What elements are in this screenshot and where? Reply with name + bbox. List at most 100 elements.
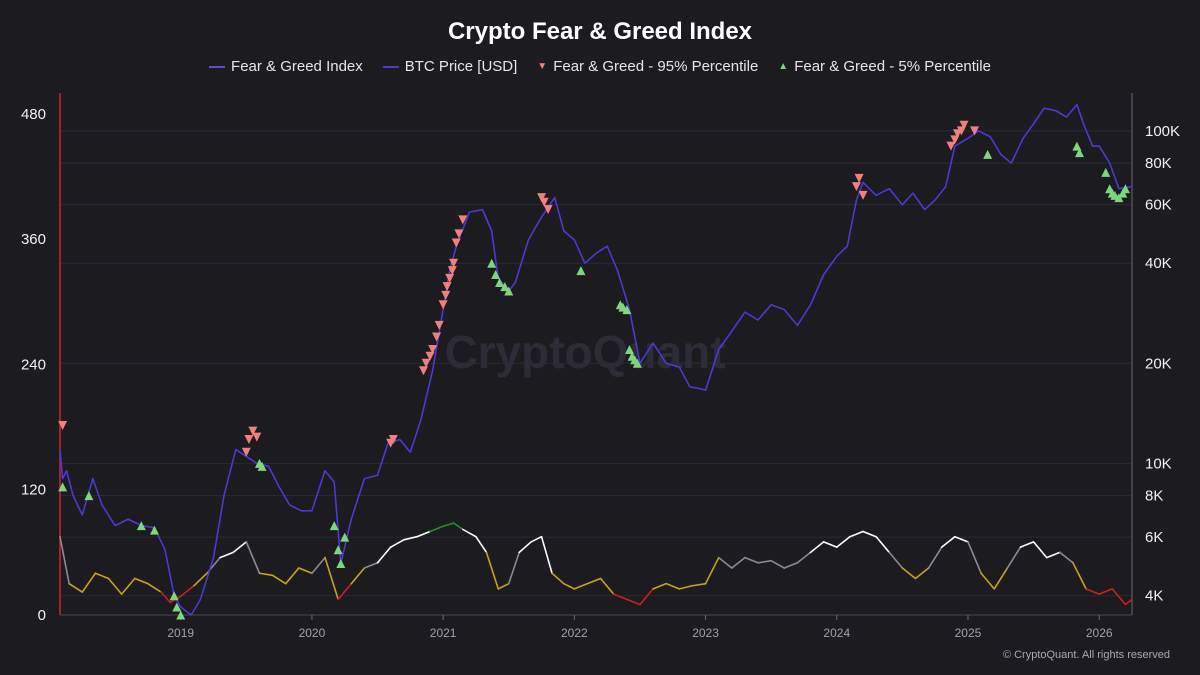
triangle-down-icon: ▼ — [537, 60, 548, 72]
marker-95-percentile — [445, 273, 455, 283]
fear-greed-segment — [875, 535, 891, 554]
marker-5-percentile — [169, 591, 179, 601]
fear-greed-segment — [1124, 598, 1133, 606]
fear-greed-segment — [59, 535, 70, 585]
y-right-tick-label: 40K — [1145, 255, 1172, 272]
fear-greed-segment — [612, 593, 628, 601]
marker-5-percentile — [340, 532, 350, 542]
fear-greed-segment — [232, 541, 248, 554]
btc-price-line — [59, 103, 1133, 616]
marker-5-percentile — [500, 282, 510, 292]
legend-item-5-percentile[interactable]: ▲ Fear & Greed - 5% Percentile — [778, 58, 991, 75]
marker-5-percentile — [136, 521, 146, 531]
fear-greed-segment — [363, 561, 379, 569]
fear-greed-segment — [518, 541, 532, 554]
fear-greed-segment — [68, 582, 84, 593]
legend-line-icon — [209, 65, 226, 68]
marker-5-percentile — [576, 266, 586, 276]
fear-greed-segment — [507, 551, 521, 585]
marker-95-percentile — [438, 300, 448, 310]
triangle-up-icon: ▲ — [778, 60, 789, 72]
fear-greed-segment — [586, 577, 602, 585]
y-right-tick-label: 60K — [1145, 197, 1172, 214]
fear-greed-segment — [1085, 588, 1100, 595]
chart-title: Crypto Fear & Greed Index — [447, 18, 753, 45]
marker-95-percentile — [447, 266, 457, 276]
fear-greed-segment — [147, 582, 162, 593]
fear-greed-segment — [993, 567, 1009, 590]
y-right-tick-label: 80K — [1145, 155, 1172, 172]
chart-legend: Fear & Greed Index BTC Price [USD] ▼ Fea… — [0, 58, 1200, 75]
fear-greed-segment — [1019, 541, 1035, 548]
marker-95-percentile — [388, 434, 398, 444]
btc-price-polyline — [59, 103, 1133, 616]
fear-greed-segment — [1032, 541, 1048, 559]
fear-greed-segment — [914, 567, 930, 580]
y-right-tick-label: 10K — [1145, 455, 1172, 472]
fear-greed-segment — [796, 551, 812, 564]
fear-greed-segment — [1045, 551, 1061, 559]
copyright-text: © CryptoQuant. All rights reserved — [1002, 649, 1170, 661]
fear-greed-segment — [452, 522, 464, 531]
marker-5-percentile — [983, 149, 993, 159]
fear-greed-segment — [599, 577, 615, 595]
fear-greed-segment — [770, 559, 786, 569]
fear-greed-segment — [1098, 588, 1114, 595]
fear-greed-segment — [652, 582, 667, 590]
marker-5-percentile — [1072, 141, 1082, 151]
fear-greed-segment — [179, 584, 195, 598]
marker-5-percentile — [333, 545, 343, 555]
fear-greed-segment — [954, 535, 969, 543]
legend-item-fear-greed-index[interactable]: Fear & Greed Index — [209, 58, 363, 75]
fear-greed-segment — [862, 530, 877, 538]
marker-95-percentile — [539, 197, 549, 207]
fear-greed-segment — [245, 541, 261, 575]
legend-item-95-percentile[interactable]: ▼ Fear & Greed - 95% Percentile — [537, 58, 758, 75]
fear-greed-segment — [475, 535, 488, 554]
marker-95-percentile — [441, 290, 451, 300]
marker-95-percentile — [854, 173, 864, 183]
marker-5-percentile — [329, 521, 339, 531]
marker-95-percentile — [858, 190, 868, 200]
fear-greed-segment — [193, 572, 208, 587]
marker-95-percentile — [442, 282, 452, 292]
grid-lines — [60, 130, 1132, 597]
fear-greed-segment — [94, 572, 110, 580]
marker-95-percentile — [449, 258, 459, 268]
marker-5-percentile — [491, 269, 501, 279]
fear-greed-segment — [626, 598, 641, 606]
marker-95-percentile — [434, 320, 444, 330]
marker-5-percentile — [336, 558, 346, 568]
legend-label: Fear & Greed - 95% Percentile — [553, 58, 759, 75]
fear-greed-line — [59, 522, 1133, 606]
fear-greed-segment — [1072, 561, 1087, 590]
fear-greed-segment — [160, 591, 172, 604]
fear-greed-segment — [822, 541, 838, 548]
fear-greed-segment — [530, 535, 543, 543]
x-tick-label: 2020 — [299, 626, 326, 640]
marker-5-percentile — [172, 602, 182, 612]
fear-greed-segment — [551, 572, 565, 585]
fear-greed-segment — [497, 582, 510, 590]
fear-greed-segment — [540, 535, 553, 575]
y-right-tick-label: 100K — [1145, 123, 1180, 140]
marker-95-percentile — [458, 215, 468, 225]
fear-greed-segment — [462, 528, 477, 538]
fear-greed-segment — [573, 582, 589, 590]
fear-greed-segment — [271, 574, 287, 585]
y-right-tick-label: 20K — [1145, 355, 1172, 372]
fear-greed-segment — [324, 556, 339, 601]
fear-greed-segment — [1059, 551, 1074, 564]
marker-5-percentile — [624, 345, 634, 355]
marker-5-percentile — [1101, 167, 1111, 177]
fear-greed-segment — [717, 556, 733, 569]
y-right-tick-label: 4K — [1145, 588, 1163, 605]
marker-95-percentile — [454, 229, 464, 239]
fear-greed-segment — [665, 582, 681, 590]
legend-item-btc-price[interactable]: BTC Price [USD] — [382, 58, 517, 75]
fear-greed-segment — [258, 572, 274, 577]
x-tick-label: 2021 — [430, 626, 457, 640]
marker-95-percentile — [851, 182, 861, 192]
marker-95-percentile — [950, 135, 960, 145]
marker-5-percentile — [622, 305, 632, 315]
